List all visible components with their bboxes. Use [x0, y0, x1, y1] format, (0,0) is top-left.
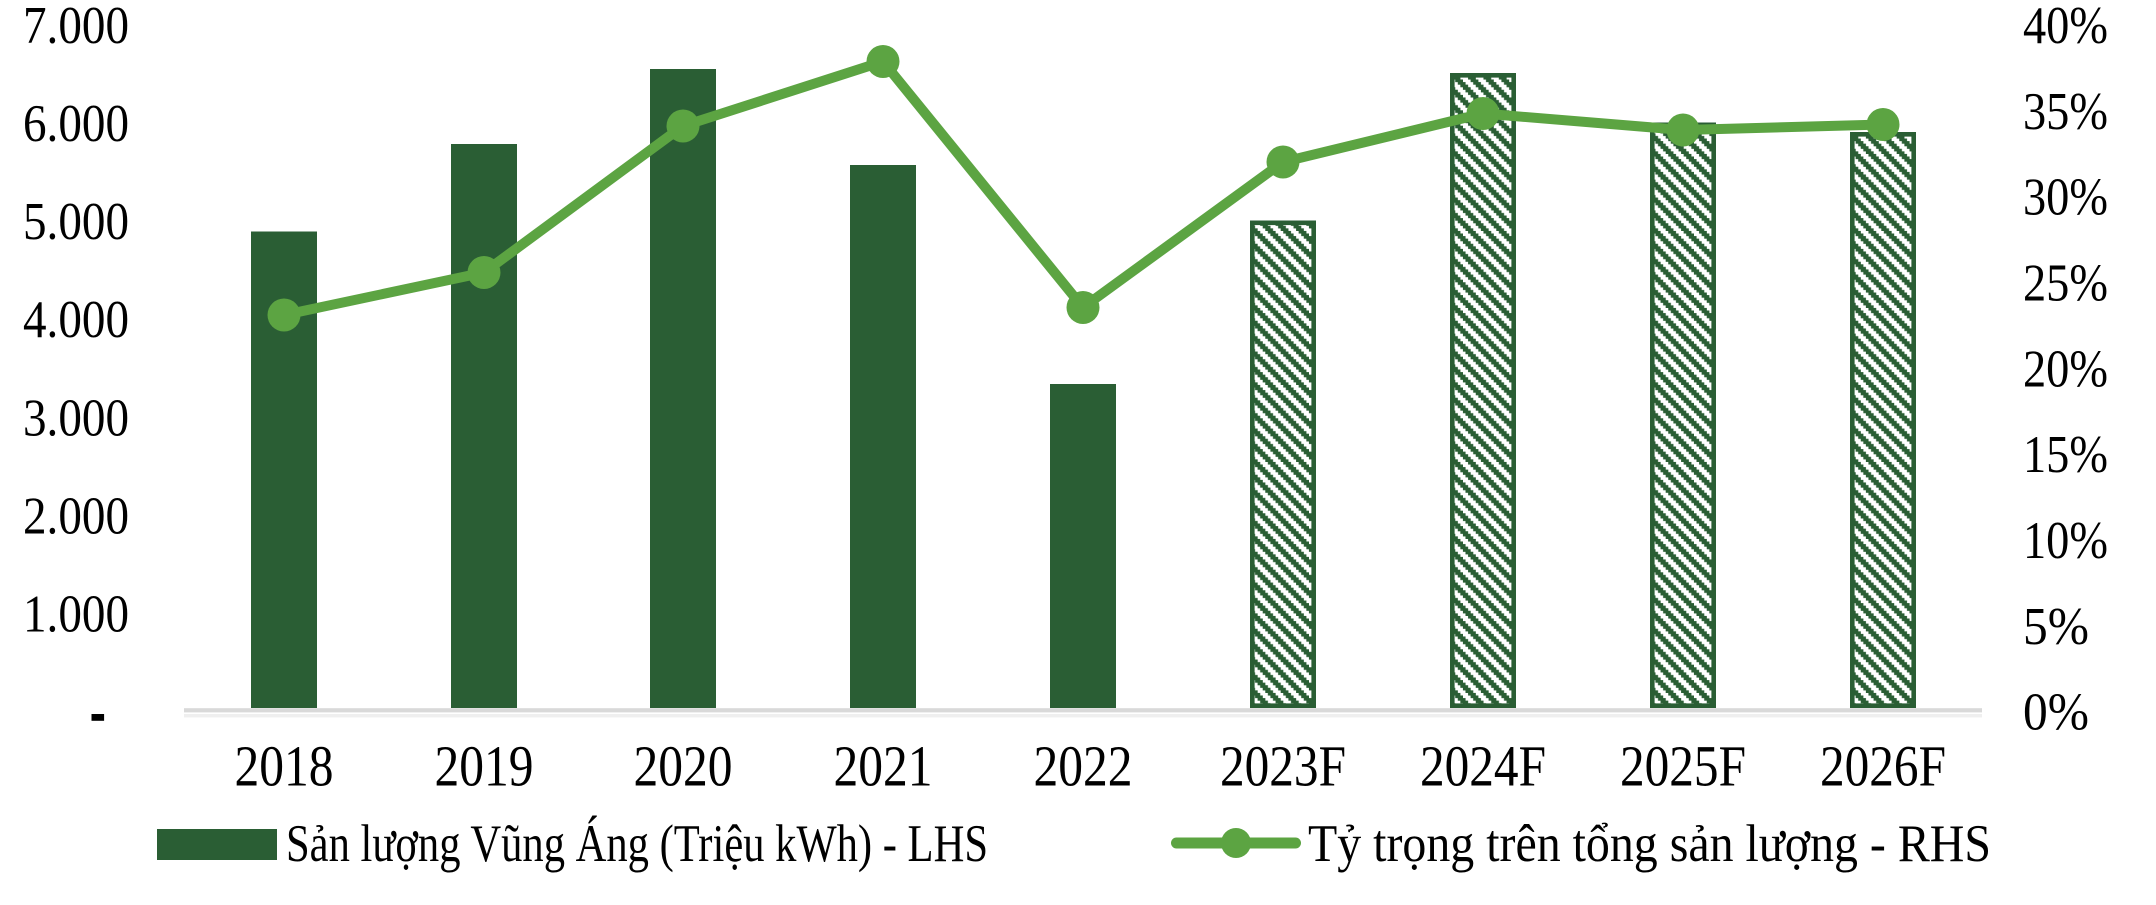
svg-text:3.000: 3.000 — [23, 389, 129, 447]
svg-text:2019: 2019 — [435, 734, 534, 799]
svg-text:6.000: 6.000 — [23, 95, 129, 153]
svg-text:5.000: 5.000 — [23, 193, 129, 251]
svg-text:2022: 2022 — [1034, 734, 1133, 799]
svg-text:4.000: 4.000 — [23, 291, 129, 349]
svg-text:2018: 2018 — [235, 734, 334, 799]
svg-text:40%: 40% — [2023, 0, 2108, 55]
svg-text:2026F: 2026F — [1820, 734, 1946, 799]
svg-text:30%: 30% — [2023, 169, 2108, 227]
svg-text:15%: 15% — [2023, 426, 2108, 484]
svg-text:7.000: 7.000 — [23, 0, 129, 55]
svg-text:1.000: 1.000 — [23, 586, 129, 644]
svg-text:10%: 10% — [2023, 512, 2108, 570]
svg-text:2021: 2021 — [834, 734, 933, 799]
svg-text:2020: 2020 — [634, 734, 733, 799]
svg-text:2025F: 2025F — [1620, 734, 1746, 799]
svg-text:25%: 25% — [2023, 254, 2108, 312]
svg-text:0%: 0% — [2023, 684, 2089, 742]
svg-text:20%: 20% — [2023, 340, 2108, 398]
svg-text:5%: 5% — [2023, 598, 2089, 656]
svg-text:2.000: 2.000 — [23, 487, 129, 545]
svg-text:Tỷ trọng trên tổng sản lượng -: Tỷ trọng trên tổng sản lượng - RHS — [1308, 815, 1991, 873]
svg-text:2024F: 2024F — [1420, 734, 1546, 799]
svg-text:2023F: 2023F — [1220, 734, 1346, 799]
svg-text:35%: 35% — [2023, 83, 2108, 141]
svg-text:Sản lượng Vũng Áng (Triệu kWh): Sản lượng Vũng Áng (Triệu kWh) - LHS — [286, 815, 988, 873]
